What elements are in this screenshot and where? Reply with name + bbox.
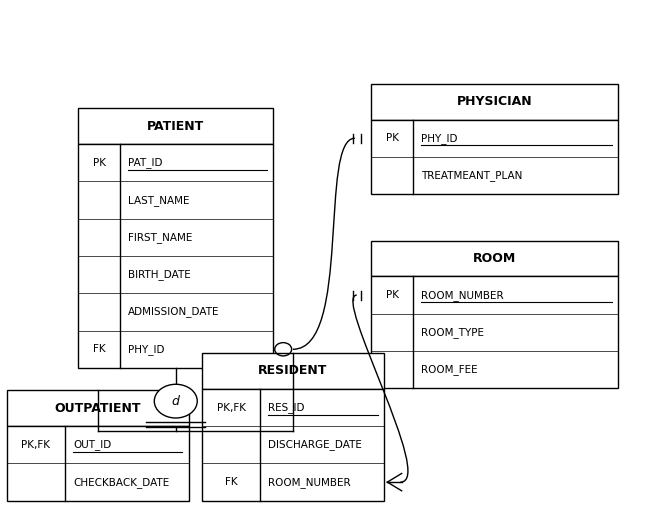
Bar bbox=[371, 241, 618, 276]
Text: PK: PK bbox=[93, 158, 105, 168]
Text: CHECKBACK_DATE: CHECKBACK_DATE bbox=[73, 477, 169, 487]
Bar bbox=[202, 353, 384, 389]
Circle shape bbox=[154, 384, 197, 418]
Text: ROOM_TYPE: ROOM_TYPE bbox=[421, 327, 484, 338]
Text: OUTPATIENT: OUTPATIENT bbox=[55, 402, 141, 415]
Text: RES_ID: RES_ID bbox=[268, 402, 305, 413]
Text: DISCHARGE_DATE: DISCHARGE_DATE bbox=[268, 439, 362, 450]
Text: ROOM_NUMBER: ROOM_NUMBER bbox=[421, 290, 504, 300]
Text: OUT_ID: OUT_ID bbox=[73, 439, 111, 450]
Text: LAST_NAME: LAST_NAME bbox=[128, 195, 189, 205]
Text: PAT_ID: PAT_ID bbox=[128, 157, 163, 168]
Text: PK,FK: PK,FK bbox=[21, 440, 50, 450]
Text: PHY_ID: PHY_ID bbox=[128, 344, 165, 355]
Bar bbox=[78, 144, 273, 368]
Text: PK: PK bbox=[386, 290, 398, 300]
Bar bbox=[202, 389, 384, 501]
Text: ADMISSION_DATE: ADMISSION_DATE bbox=[128, 307, 220, 317]
Text: FK: FK bbox=[225, 477, 238, 487]
Text: PATIENT: PATIENT bbox=[147, 120, 204, 133]
Text: RESIDENT: RESIDENT bbox=[258, 364, 327, 378]
Text: PHYSICIAN: PHYSICIAN bbox=[457, 95, 533, 108]
Bar bbox=[371, 120, 618, 194]
Text: BIRTH_DATE: BIRTH_DATE bbox=[128, 269, 191, 280]
Text: FIRST_NAME: FIRST_NAME bbox=[128, 232, 193, 243]
Text: ROOM_FEE: ROOM_FEE bbox=[421, 364, 478, 375]
Text: PHY_ID: PHY_ID bbox=[421, 133, 458, 144]
Text: ROOM_NUMBER: ROOM_NUMBER bbox=[268, 477, 351, 487]
Text: PK,FK: PK,FK bbox=[217, 403, 245, 412]
Bar bbox=[371, 84, 618, 120]
Bar bbox=[7, 390, 189, 426]
Bar bbox=[371, 276, 618, 388]
Text: TREATMEANT_PLAN: TREATMEANT_PLAN bbox=[421, 170, 523, 181]
Text: d: d bbox=[172, 394, 180, 408]
Bar bbox=[7, 426, 189, 501]
Text: FK: FK bbox=[93, 344, 105, 354]
Bar bbox=[78, 108, 273, 144]
Text: PK: PK bbox=[386, 133, 398, 143]
Text: ROOM: ROOM bbox=[473, 252, 516, 265]
